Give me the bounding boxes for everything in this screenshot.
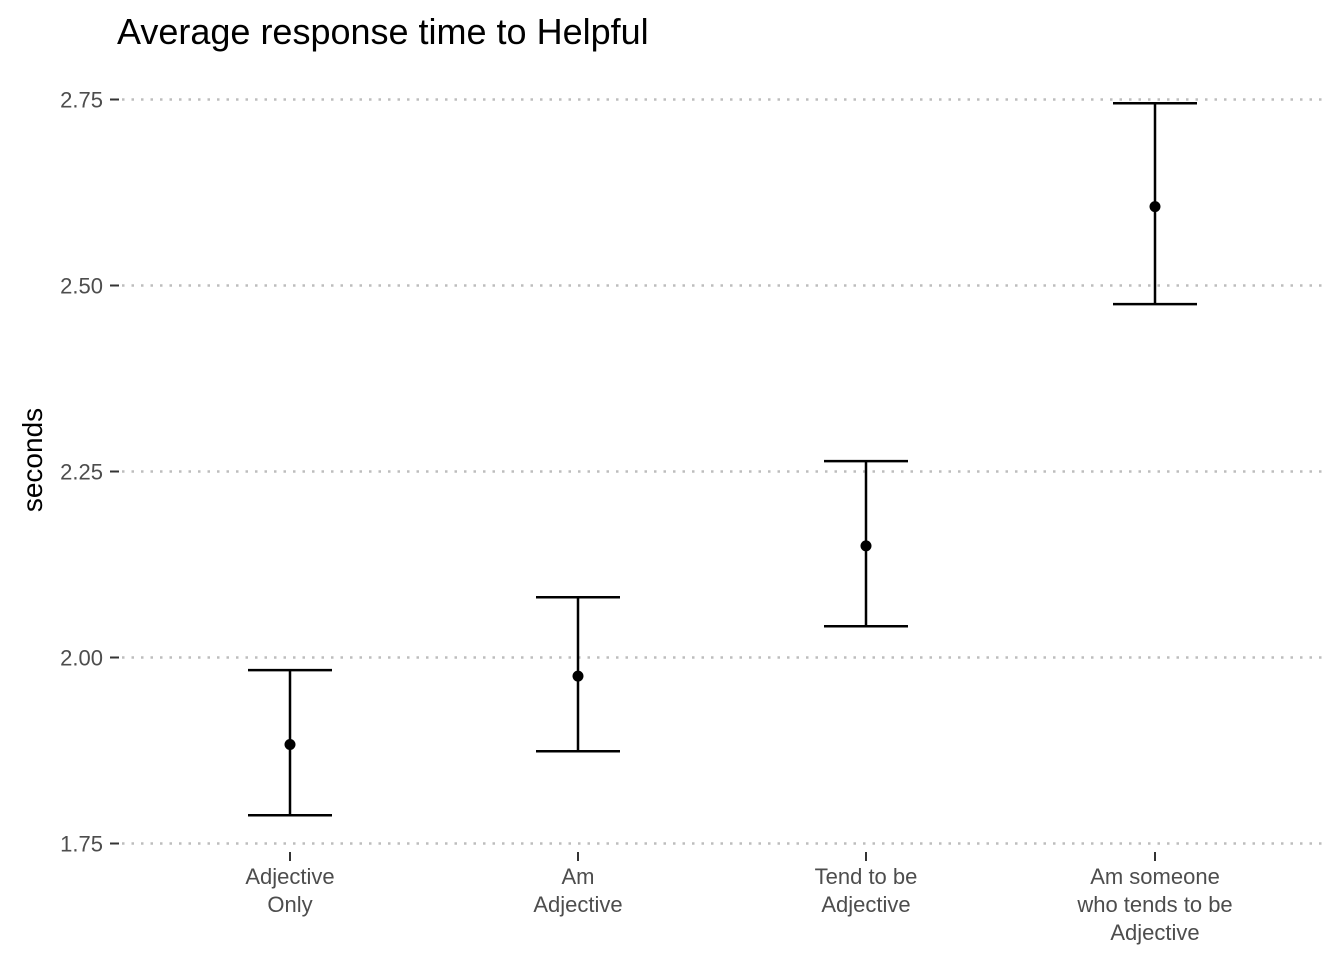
y-axis: 1.75 2.00 2.25 2.50 2.75: [60, 88, 119, 857]
gridlines: [122, 98, 1324, 845]
mean-point: [572, 670, 584, 682]
x-tick-label-line: Adjective: [245, 864, 334, 889]
mean-point: [860, 540, 872, 552]
y-tick-label: 1.75: [60, 832, 103, 857]
y-axis-title: seconds: [17, 408, 48, 512]
error-bars: [248, 101, 1197, 817]
x-axis: Adjective Only Am Adjective Tend to be Adject…: [245, 852, 1233, 945]
x-tick-label-line: Adjective: [821, 892, 910, 917]
mean-point: [284, 739, 296, 751]
x-tick-label-line: Am: [562, 864, 595, 889]
x-tick-label: Tend to be Adjective: [815, 864, 918, 917]
mean-point: [1149, 201, 1161, 213]
x-tick-label: Am Adjective: [533, 864, 622, 917]
x-tick-label-line: Adjective: [1110, 920, 1199, 945]
x-tick-label-line: who tends to be: [1076, 892, 1232, 917]
x-tick-label-line: Tend to be: [815, 864, 918, 889]
y-tick-label: 2.75: [60, 88, 103, 113]
x-tick-label: Am someone who tends to be Adjective: [1076, 864, 1232, 945]
y-tick-label: 2.50: [60, 274, 103, 299]
x-tick-label-line: Am someone: [1090, 864, 1220, 889]
x-tick-label-line: Only: [267, 892, 312, 917]
y-tick-label: 2.00: [60, 646, 103, 671]
x-tick-label-line: Adjective: [533, 892, 622, 917]
x-tick-label: Adjective Only: [245, 864, 334, 917]
chart-title: Average response time to Helpful: [117, 11, 649, 52]
y-tick-label: 2.25: [60, 460, 103, 485]
